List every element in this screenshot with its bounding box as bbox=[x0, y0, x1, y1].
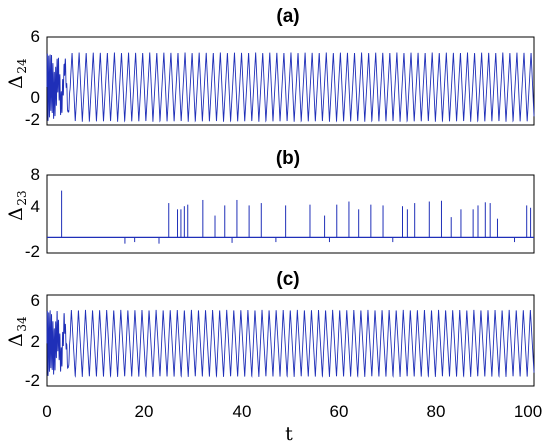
panel-c-ytick-mid: 2 bbox=[31, 332, 40, 351]
panel-a-ylabel-subscript: 24 bbox=[15, 58, 29, 74]
panel-c-series-line bbox=[46, 309, 535, 378]
panel-c-ytick-top: 6 bbox=[31, 291, 40, 310]
panel-c-label: (c) bbox=[276, 269, 299, 290]
panel-b-ylabel-symbol: Δ bbox=[5, 207, 27, 221]
panel-a-ylabel-symbol: Δ bbox=[5, 75, 27, 89]
x-tick-80: 80 bbox=[427, 402, 446, 421]
x-tick-0: 0 bbox=[42, 402, 51, 421]
x-axis-label: t bbox=[285, 423, 293, 445]
panel-c-frame bbox=[46, 294, 535, 387]
panel-c-ylabel: Δ 34 bbox=[5, 316, 29, 347]
panel-c: (c) 6 2 -2 Δ 34 0 20 40 60 80 100 t bbox=[5, 269, 542, 445]
panel-b-ylabel-subscript: 23 bbox=[15, 190, 29, 205]
panel-a-ylabel: Δ 24 bbox=[5, 58, 29, 89]
panel-c-ytick-bottom: -2 bbox=[25, 371, 40, 390]
panel-b-ytick-bottom: -2 bbox=[25, 242, 40, 261]
panel-b-label: (b) bbox=[276, 148, 300, 169]
panel-b-frame bbox=[46, 174, 535, 254]
panel-b: (b) 8 4 -2 Δ 23 bbox=[5, 148, 535, 261]
panel-c-ylabel-symbol: Δ bbox=[5, 333, 27, 347]
panel-a-ytick-top: 6 bbox=[31, 27, 40, 46]
panel-a-ytick-mid: 0 bbox=[31, 88, 40, 107]
panel-a-label: (a) bbox=[276, 6, 299, 27]
x-tick-20: 20 bbox=[135, 402, 154, 421]
panel-a-ytick-bottom: -2 bbox=[25, 110, 40, 129]
panel-b-ytick-mid: 4 bbox=[31, 197, 40, 216]
panel-a-series-line bbox=[46, 52, 535, 123]
panel-b-ylabel: Δ 23 bbox=[5, 190, 29, 221]
x-tick-100: 100 bbox=[514, 402, 542, 421]
x-tick-60: 60 bbox=[330, 402, 349, 421]
panel-b-ytick-top: 8 bbox=[31, 165, 40, 184]
x-tick-40: 40 bbox=[233, 402, 252, 421]
panel-b-spikes bbox=[47, 190, 534, 244]
panel-c-ylabel-subscript: 34 bbox=[15, 316, 29, 332]
panel-a: (a) 6 0 -2 Δ 24 bbox=[5, 6, 535, 129]
